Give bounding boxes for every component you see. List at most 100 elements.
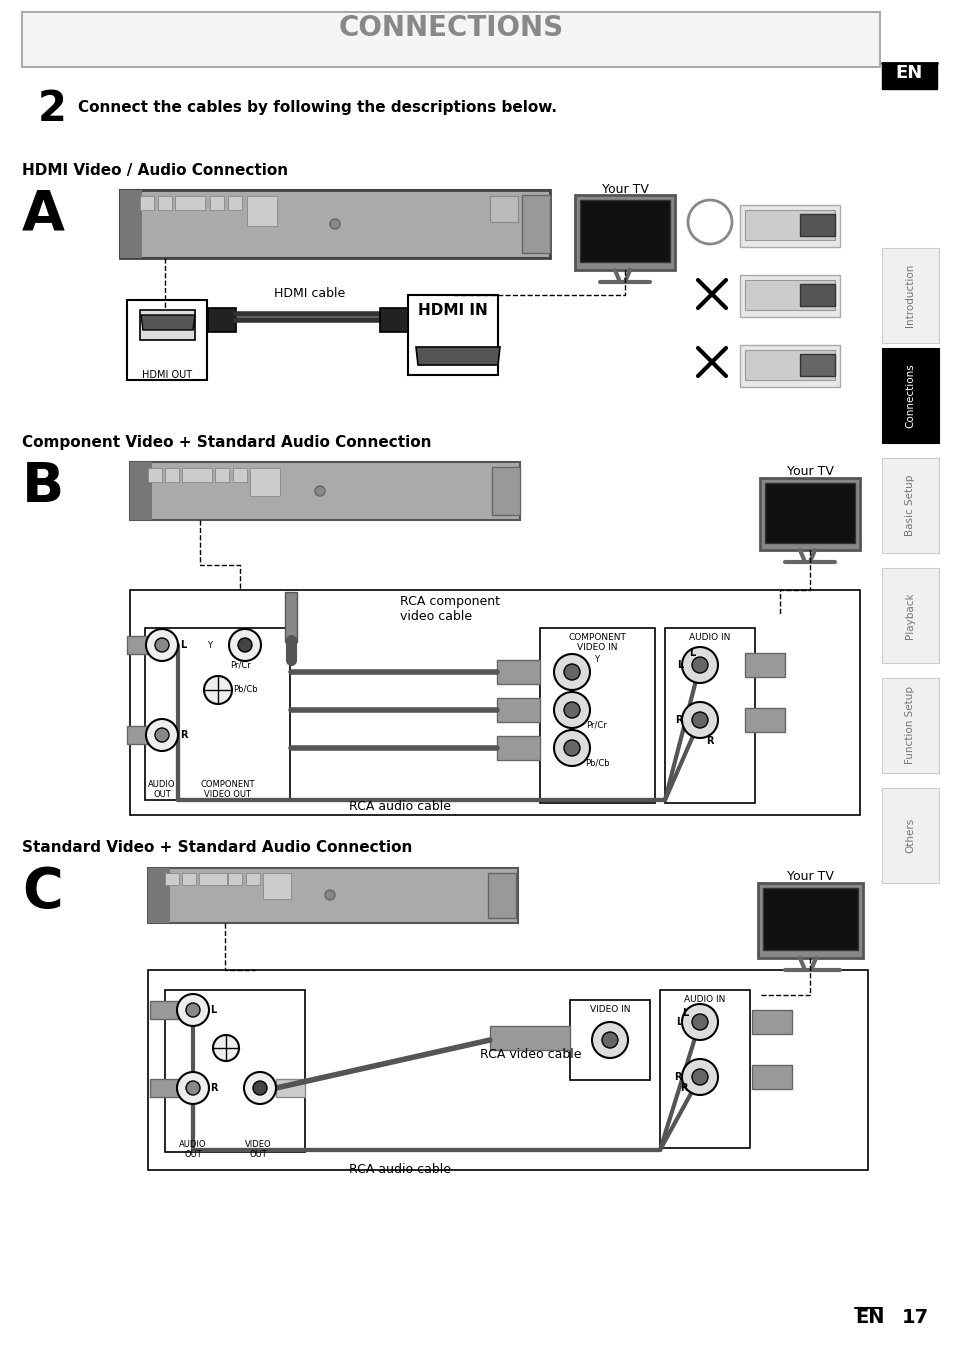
Bar [760,479,859,550]
Circle shape [563,702,579,718]
Circle shape [601,1033,618,1047]
Text: AUDIO IN: AUDIO IN [689,634,730,642]
Circle shape [554,692,589,728]
Bar [539,628,655,803]
Bar [800,284,834,306]
Bar [165,874,179,886]
Bar [521,195,550,253]
Circle shape [691,656,707,673]
Text: 2: 2 [38,88,67,129]
Bar [744,210,834,240]
Bar [182,874,195,886]
Bar [800,355,834,376]
Bar [882,248,938,342]
Bar [148,868,517,923]
Bar [882,568,938,663]
Bar [664,628,754,803]
Text: Playback: Playback [904,592,914,639]
Bar [130,462,152,520]
Text: R: R [675,714,682,725]
Bar [490,1026,569,1050]
Bar [575,195,675,270]
Text: EN: EN [854,1308,883,1326]
Bar [228,874,242,886]
Bar [247,195,276,226]
Bar [882,789,938,883]
Circle shape [681,702,718,737]
Circle shape [687,200,731,244]
Circle shape [229,630,261,661]
Text: Pb/Cb: Pb/Cb [584,758,609,767]
Bar [174,195,205,210]
Bar [764,483,854,543]
Text: B: B [22,460,64,514]
Text: L: L [675,1016,681,1027]
Text: Pb/Cb: Pb/Cb [233,685,257,694]
Bar [751,1065,791,1089]
Circle shape [592,1022,627,1058]
Bar [165,468,179,483]
Text: L: L [180,640,186,650]
Bar [150,1002,193,1019]
Bar [150,1078,193,1097]
Bar [744,350,834,380]
Bar [127,636,162,654]
Circle shape [563,740,579,756]
Bar [492,466,519,515]
Text: CONNECTIONS: CONNECTIONS [338,13,563,42]
Circle shape [330,218,339,229]
Circle shape [186,1081,200,1095]
Text: L: L [210,1006,216,1015]
Text: Component Video + Standard Audio Connection: Component Video + Standard Audio Connect… [22,435,431,450]
Circle shape [681,1004,718,1041]
Circle shape [177,1072,209,1104]
Bar [214,468,229,483]
Bar [744,280,834,310]
Bar [882,63,936,89]
Text: RCA audio cable: RCA audio cable [349,799,451,813]
Bar [744,708,784,732]
Text: R: R [180,731,188,740]
Circle shape [146,718,178,751]
Bar [199,874,227,886]
Polygon shape [141,315,194,330]
Text: Y: Y [208,640,213,650]
Text: Connect the cables by following the descriptions below.: Connect the cables by following the desc… [78,100,557,115]
Circle shape [204,675,232,704]
Bar [497,661,539,683]
Bar [140,310,194,340]
Text: Others: Others [904,818,914,853]
Bar [148,971,867,1170]
Text: AUDIO
OUT: AUDIO OUT [148,780,175,799]
Circle shape [691,1069,707,1085]
Text: HDMI OUT: HDMI OUT [142,369,192,380]
Text: RCA video cable: RCA video cable [479,1047,581,1061]
Bar [246,874,260,886]
Circle shape [325,890,335,900]
Text: AUDIO IN: AUDIO IN [683,995,725,1004]
Circle shape [314,487,325,496]
Circle shape [177,993,209,1026]
Bar [120,190,142,257]
Text: C: C [22,865,63,919]
Bar [182,468,212,483]
Text: EN: EN [895,63,922,82]
Text: RCA audio cable: RCA audio cable [349,1163,451,1175]
Bar [130,462,519,520]
Bar [751,1010,791,1034]
Bar [758,883,862,958]
Text: L: L [688,648,695,658]
Bar [233,468,247,483]
Bar [148,468,162,483]
Bar [800,214,834,236]
Bar [882,348,938,443]
Text: Basic Setup: Basic Setup [904,474,914,537]
Text: HDMI Video / Audio Connection: HDMI Video / Audio Connection [22,163,288,178]
Circle shape [244,1072,275,1104]
Text: Function Setup: Function Setup [904,686,914,764]
Bar [659,989,749,1148]
Bar [488,874,516,918]
Bar [379,307,408,332]
Text: R: R [705,736,713,745]
Bar [497,736,539,760]
